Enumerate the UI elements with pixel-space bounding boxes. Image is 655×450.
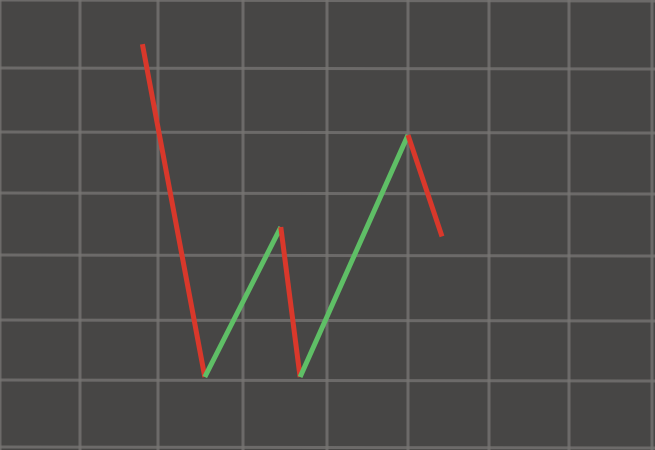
down-segment-0 — [139, 43, 208, 378]
grid-line-horizontal-4 — [0, 253, 655, 258]
grid-line-horizontal-6 — [0, 378, 655, 383]
down-segment-2 — [278, 226, 303, 378]
grid-line-horizontal-3 — [0, 191, 655, 196]
up-segment-1 — [202, 225, 284, 379]
price-series — [139, 43, 445, 379]
down-segment-4 — [405, 134, 445, 238]
grid-line-horizontal-0 — [0, 0, 655, 3]
up-segment-3 — [297, 133, 411, 379]
grid-line-horizontal-2 — [0, 130, 655, 135]
grid-line-horizontal-7 — [0, 445, 655, 450]
grid-line-horizontal-1 — [0, 66, 655, 71]
